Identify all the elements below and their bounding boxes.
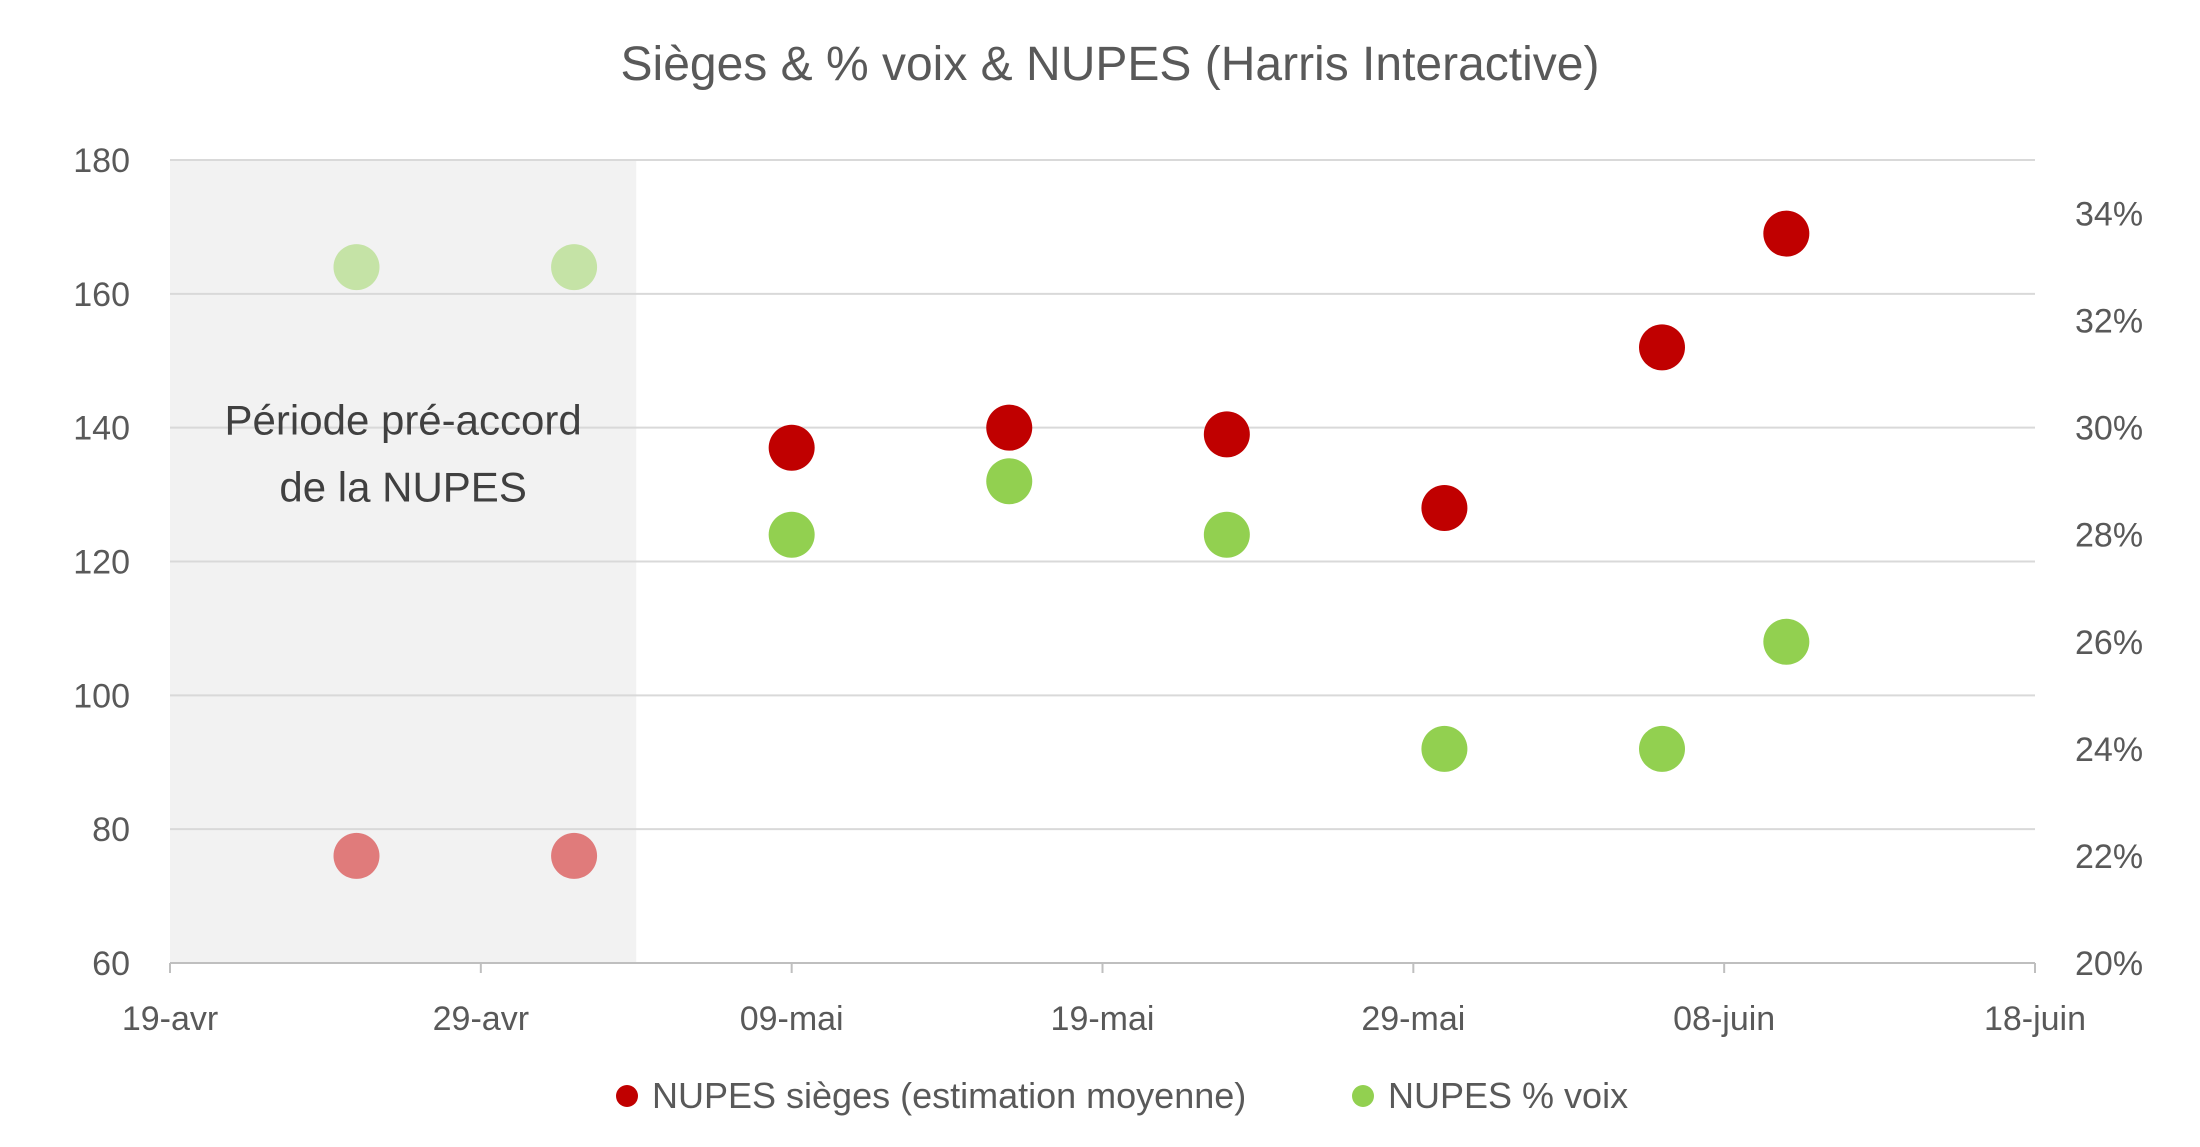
seats-data-point — [986, 404, 1033, 451]
seats-data-point — [333, 832, 380, 879]
right-axis-tick-label: 32% — [2075, 303, 2143, 341]
vote-share-data-point — [1203, 511, 1250, 558]
seats-data-point — [1763, 210, 1810, 257]
legend-seats-label: NUPES sièges (estimation moyenne) — [652, 1075, 1246, 1116]
x-axis-tick-label: 29-mai — [1361, 1000, 1465, 1038]
left-axis-tick-label: 100 — [73, 677, 130, 715]
legend: NUPES sièges (estimation moyenne) NUPES %… — [616, 1075, 1628, 1116]
vote-share-data-point — [333, 244, 380, 291]
seats-data-point — [1639, 324, 1685, 371]
x-axis-tick-label: 18-juin — [1984, 1000, 2086, 1038]
vote-share-data-point — [551, 244, 598, 291]
right-axis-ticks: 20% 22% 24% 26% 28% 30% 32% 34% — [2075, 196, 2143, 983]
legend-vote-share-marker — [1352, 1085, 1374, 1107]
left-axis-tick-label: 180 — [73, 142, 130, 180]
left-axis-tick-label: 80 — [92, 811, 130, 849]
right-axis-tick-label: 22% — [2075, 838, 2143, 876]
x-axis-tick-label: 29-avr — [433, 1000, 529, 1038]
left-axis-tick-label: 60 — [92, 945, 130, 983]
seats-data-point — [1203, 411, 1250, 458]
left-axis-tick-label: 120 — [73, 544, 130, 582]
seats-data-point — [1421, 484, 1468, 531]
annotation-line-1: Période pré-accord — [225, 396, 582, 443]
right-axis-tick-label: 26% — [2075, 624, 2143, 662]
vote-share-data-point — [1421, 725, 1468, 772]
vote-share-data-point — [1639, 725, 1685, 772]
vote-share-data-point — [986, 458, 1033, 505]
legend-seats-marker — [616, 1085, 638, 1107]
legend-vote-share-label: NUPES % voix — [1388, 1075, 1628, 1116]
left-axis-tick-label: 140 — [73, 410, 130, 448]
right-axis-tick-label: 34% — [2075, 196, 2143, 234]
chart-title: Sièges & % voix & NUPES (Harris Interact… — [621, 38, 1600, 91]
vote-share-data-point — [768, 511, 815, 558]
annotation: Période pré-accord de la NUPES — [225, 396, 582, 510]
right-axis-tick-label: 24% — [2075, 731, 2143, 769]
right-axis-tick-label: 20% — [2075, 945, 2143, 983]
seats-data-point — [551, 832, 598, 879]
x-axis-ticks: 19-avr 29-avr 09-mai 19-mai 29-mai 08-juin 18-… — [122, 963, 2086, 1038]
x-axis-tick-label: 19-mai — [1051, 1000, 1155, 1038]
seats-data-point — [768, 424, 815, 471]
x-axis-tick-label: 19-avr — [122, 1000, 218, 1038]
data-points — [333, 210, 1810, 879]
left-axis-ticks: 60 80 100 120 140 160 180 — [73, 142, 130, 983]
right-axis-tick-label: 28% — [2075, 517, 2143, 555]
vote-share-data-point — [1763, 618, 1810, 665]
annotation-line-2: de la NUPES — [279, 463, 526, 510]
right-axis-tick-label: 30% — [2075, 410, 2143, 448]
x-axis-tick-label: 08-juin — [1673, 1000, 1775, 1038]
left-axis-tick-label: 160 — [73, 276, 130, 314]
x-axis-tick-label: 09-mai — [740, 1000, 844, 1038]
